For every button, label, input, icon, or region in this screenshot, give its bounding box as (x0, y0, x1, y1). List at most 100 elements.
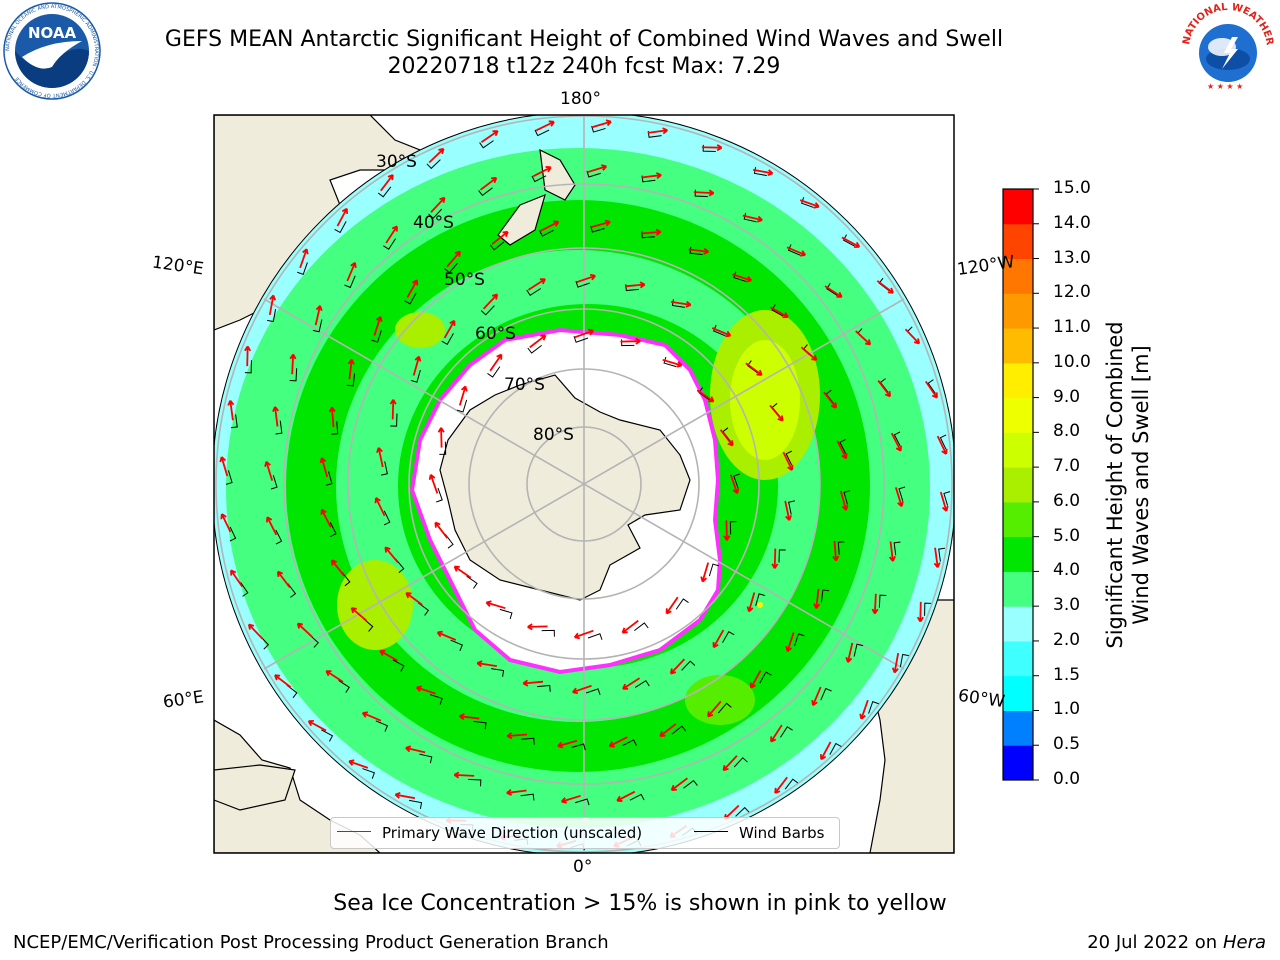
wave-direction-arrow (587, 164, 608, 174)
wave-direction-arrow (845, 642, 854, 663)
lat-label-30s: 30°S (376, 152, 417, 172)
wind-barb (829, 742, 842, 755)
wave-direction-arrow (485, 600, 506, 610)
wave-direction-arrow (443, 319, 456, 339)
colorbar-swatch (1003, 606, 1033, 642)
wave-direction-arrow (855, 330, 872, 346)
wind-barb (428, 208, 443, 219)
wind-barb (733, 473, 740, 489)
wind-barb (794, 633, 805, 647)
wave-direction-arrow (244, 345, 252, 367)
wave-direction-arrow (841, 236, 861, 248)
wave-direction-arrow (458, 385, 468, 406)
wave-direction-arrow (925, 380, 938, 399)
wave-direction-arrow (891, 652, 900, 674)
wave-direction-arrow (373, 315, 383, 336)
wind-barb (338, 680, 350, 693)
wave-direction-arrow (824, 285, 843, 298)
wave-direction-arrow (732, 273, 753, 283)
wave-direction-arrow (491, 230, 509, 245)
wave-direction-arrow (688, 247, 709, 255)
wind-barb (718, 702, 732, 714)
wave-direction-arrow (296, 622, 313, 638)
wind-barb (229, 526, 237, 542)
wind-barb (853, 643, 864, 657)
wave-direction-arrow (453, 565, 472, 579)
wave-direction-arrow (742, 214, 763, 223)
wind-barb-legend-swatch (694, 831, 728, 832)
wave-direction-arrow (933, 547, 941, 568)
wave-direction-arrow (836, 440, 848, 460)
colorbar-swatch (1003, 362, 1033, 399)
wave-direction-arrow (230, 569, 243, 588)
wind-barb (785, 450, 793, 466)
wind-barb (780, 726, 793, 738)
wave-direction-arrow (832, 540, 840, 562)
wave-direction-arrow (219, 456, 229, 477)
colorbar-tick-label: 8.0 (1053, 421, 1081, 442)
wind-barb (275, 529, 283, 545)
wave-direction-arrow (859, 699, 869, 720)
wind-barb (426, 159, 441, 170)
colorbar-tick-label: 14.0 (1053, 212, 1091, 233)
wave-direction-arrow (662, 358, 683, 368)
wave-direction-arrow (813, 588, 821, 609)
colorbar-tick-label: 1.5 (1053, 664, 1081, 685)
wave-direction-arrow (307, 720, 327, 732)
wind-barb (439, 441, 447, 455)
wave-direction-arrow (276, 570, 291, 588)
wave-direction-arrow (274, 674, 292, 688)
wind-barb (539, 229, 554, 237)
wave-direction-arrow (877, 380, 892, 398)
wave-direction-arrow (729, 474, 740, 495)
wind-barb (429, 694, 443, 705)
wave-direction-arrow (529, 334, 547, 349)
wind-barb (801, 197, 814, 208)
wind-barb (270, 474, 278, 490)
wave-direction-arrow (573, 629, 594, 640)
wave-direction-arrow (574, 328, 595, 339)
wave-direction-arrow (782, 451, 794, 471)
wave-direction-arrow (590, 219, 611, 229)
wave-direction-arrow (620, 337, 641, 345)
wind-barb (924, 602, 932, 616)
wave-direction-arrow (489, 353, 503, 372)
wind-barb (325, 471, 333, 486)
wind-barb (899, 653, 909, 667)
colorbar-tick-label: 4.0 (1053, 560, 1081, 581)
wave-direction-legend-swatch (337, 831, 371, 832)
wave-direction-arrow (591, 119, 612, 129)
wind-barb (787, 244, 801, 256)
wave-direction-arrow (770, 724, 783, 743)
wave-direction-arrow (350, 607, 368, 622)
wind-barb (344, 275, 356, 289)
wind-barb (722, 631, 735, 643)
map-legend: Primary Wave Direction (unscaled) Wind B… (330, 817, 840, 849)
wind-barb (541, 629, 555, 637)
wind-barb (843, 490, 851, 505)
svg-text:★ ★ ★ ★: ★ ★ ★ ★ (1207, 82, 1243, 91)
wind-barb (377, 186, 392, 198)
colorbar-swatch (1003, 640, 1033, 677)
wave-direction-arrow (670, 777, 688, 792)
colorbar-swatch (1003, 432, 1033, 468)
wind-barb (663, 356, 677, 368)
wave-direction-arrow (784, 500, 792, 521)
wind-barb (898, 486, 906, 502)
wind-barb (708, 563, 720, 577)
wave-direction-arrow (839, 490, 849, 511)
wind-barb (456, 399, 468, 413)
wind-barb (297, 262, 308, 275)
wave-direction-arrow (268, 294, 277, 316)
wave-direction-arrow (712, 629, 725, 649)
noaa-logo-text: NOAA (28, 24, 77, 42)
wind-barb (755, 593, 766, 607)
wind-barb (634, 679, 650, 688)
wave-direction-arrow (346, 261, 357, 282)
colorbar (1002, 188, 1039, 781)
wave-direction-arrow (693, 189, 715, 197)
wind-barb (321, 729, 334, 742)
colorbar-title-line2: Wind Waves and Swell [m] (1129, 345, 1153, 625)
wave-direction-arrow (415, 685, 436, 695)
wind-barb (499, 608, 513, 620)
